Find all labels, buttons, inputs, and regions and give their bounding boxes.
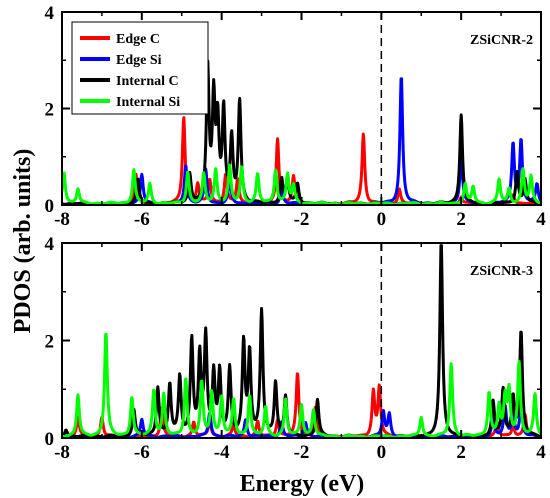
legend: Edge C Edge Si Internal C Internal Si — [71, 21, 209, 115]
y-axis-title: PDOS (arb. units) — [10, 149, 36, 334]
x-tick-label: 4 — [536, 442, 546, 463]
x-tick-label: 2 — [456, 442, 466, 463]
panel-label: ZSiCNR-3 — [470, 264, 533, 279]
legend-label: Edge Si — [116, 53, 162, 68]
x-tick-label: 0 — [377, 442, 387, 463]
x-tick-label: -8 — [54, 442, 70, 463]
y-tick-label: 2 — [45, 332, 55, 353]
x-tick-label: 0 — [377, 209, 387, 230]
legend-label: Internal Si — [116, 95, 180, 110]
y-tick-label: 4 — [45, 234, 55, 255]
legend-label: Edge C — [116, 32, 160, 47]
x-tick-label: -6 — [134, 209, 150, 230]
x-tick-label: -4 — [214, 209, 230, 230]
panel-label: ZSiCNR-2 — [470, 33, 533, 48]
x-tick-label: -2 — [294, 442, 310, 463]
x-tick-label: 4 — [536, 209, 546, 230]
legend-label: Internal C — [116, 74, 179, 89]
x-axis-title: Energy (eV) — [240, 471, 365, 497]
y-tick-label: 0 — [45, 429, 55, 450]
x-tick-label: 2 — [456, 209, 466, 230]
series-line-edge-c — [62, 116, 541, 205]
x-tick-label: -8 — [54, 209, 70, 230]
x-tick-label: -6 — [134, 442, 150, 463]
y-tick-label: 0 — [45, 196, 55, 217]
x-tick-label: -4 — [214, 442, 230, 463]
panels-layer: -8 -6 -4 -2 0 2 4 0 2 4 ZSiCNR-2 -8 -6 -4 -2 0 2 4 0 2 4 ZSiC… — [45, 3, 547, 463]
y-tick-label: 4 — [45, 3, 55, 24]
x-tick-label: -2 — [294, 209, 310, 230]
y-tick-label: 2 — [45, 100, 55, 121]
